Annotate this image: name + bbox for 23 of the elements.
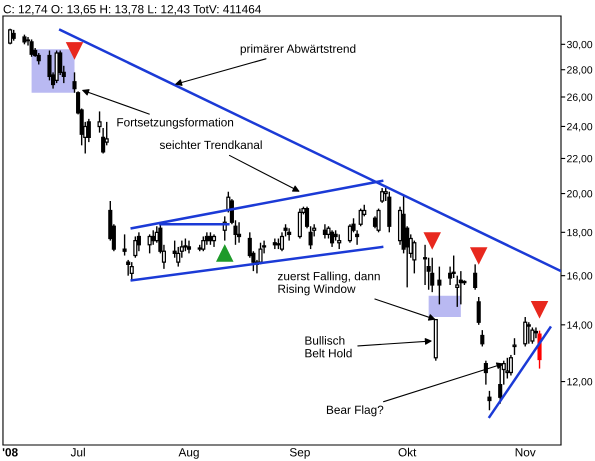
x-tick-label: Okt xyxy=(398,448,416,456)
y-tick-label: 18,00 xyxy=(567,228,592,238)
y-tick-label: 16,00 xyxy=(567,272,592,281)
annotation: Bullisch Belt Hold xyxy=(305,336,352,358)
annotation: Bear Flag? xyxy=(326,405,384,416)
y-tick-label: 30,00 xyxy=(566,40,592,50)
annotation: zuerst Falling, dann Rising Window xyxy=(278,272,380,296)
annotation: seichter Trendkanal xyxy=(160,140,262,150)
x-tick-label: Aug xyxy=(178,448,199,459)
y-tick-label: 20,00 xyxy=(567,190,592,199)
x-tick-label: Sep xyxy=(290,448,310,459)
y-tick-label: 26,00 xyxy=(567,93,592,102)
y-tick-label: 12,00 xyxy=(567,378,592,387)
annotation: primärer Abwärtstrend xyxy=(240,44,356,56)
chart-title: C: 12,74 O: 13,65 H: 13,78 L: 12,43 TotV: 411464 xyxy=(4,4,262,15)
y-tick-label: 28,00 xyxy=(567,66,592,75)
y-tick-label: 22,00 xyxy=(567,154,592,164)
annotation: Fortsetzungsformation xyxy=(117,118,234,129)
x-tick-label: '08 xyxy=(2,448,18,456)
x-tick-label: Nov xyxy=(516,448,536,456)
y-tick-label: 14,00 xyxy=(567,321,592,330)
x-tick-label: Jul xyxy=(70,448,85,456)
y-tick-label: 24,00 xyxy=(567,122,592,132)
